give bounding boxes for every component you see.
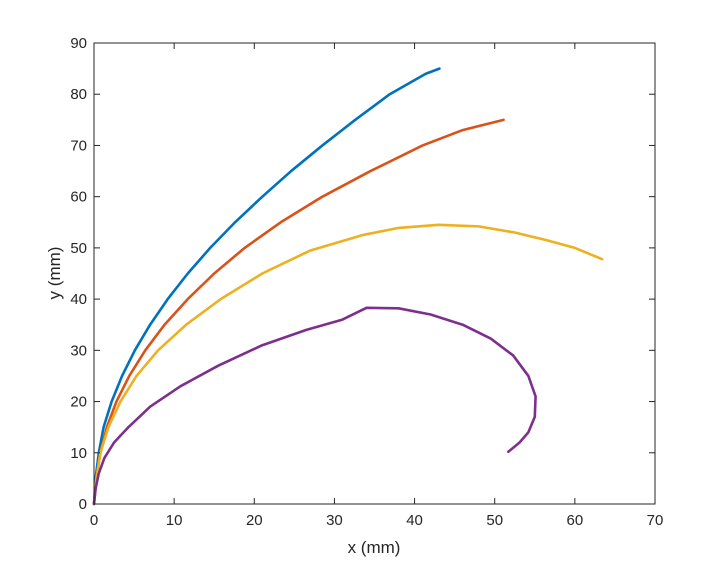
x-tick-label: 20 bbox=[246, 512, 263, 529]
y-tick-label: 20 bbox=[70, 394, 87, 411]
plot-area bbox=[94, 43, 655, 504]
y-tick-label: 60 bbox=[70, 189, 87, 206]
axes-layer: 0 10 20 30 40 50 60 70 0 10 20 30 40 50 60 70 80 90 bbox=[70, 35, 663, 529]
y-tick-label: 0 bbox=[79, 496, 87, 513]
series-line-1 bbox=[92, 67, 441, 506]
x-tick-label: 30 bbox=[326, 512, 343, 529]
axes-box bbox=[93, 42, 656, 505]
plot-background bbox=[94, 43, 655, 504]
x-tick-label: 60 bbox=[567, 512, 584, 529]
x-tick-label: 70 bbox=[647, 512, 664, 529]
y-tick-label: 50 bbox=[70, 240, 87, 257]
series-line-3 bbox=[92, 223, 604, 506]
series-line-4 bbox=[92, 306, 537, 506]
x-tick-label: 40 bbox=[406, 512, 423, 529]
x-tick-label: 0 bbox=[90, 512, 98, 529]
y-tick-label: 80 bbox=[70, 86, 87, 103]
x-tick-label: 10 bbox=[166, 512, 183, 529]
x-axis-label: x (mm) bbox=[348, 538, 401, 557]
y-tick-label: 90 bbox=[70, 35, 87, 52]
y-tick-label: 10 bbox=[70, 445, 87, 462]
series-layer bbox=[92, 67, 604, 506]
y-tick-label: 30 bbox=[70, 342, 87, 359]
x-tick-label: 50 bbox=[486, 512, 503, 529]
y-tick-label: 40 bbox=[70, 291, 87, 308]
y-tick-label: 70 bbox=[70, 137, 87, 154]
y-axis-label: y (mm) bbox=[45, 247, 64, 300]
